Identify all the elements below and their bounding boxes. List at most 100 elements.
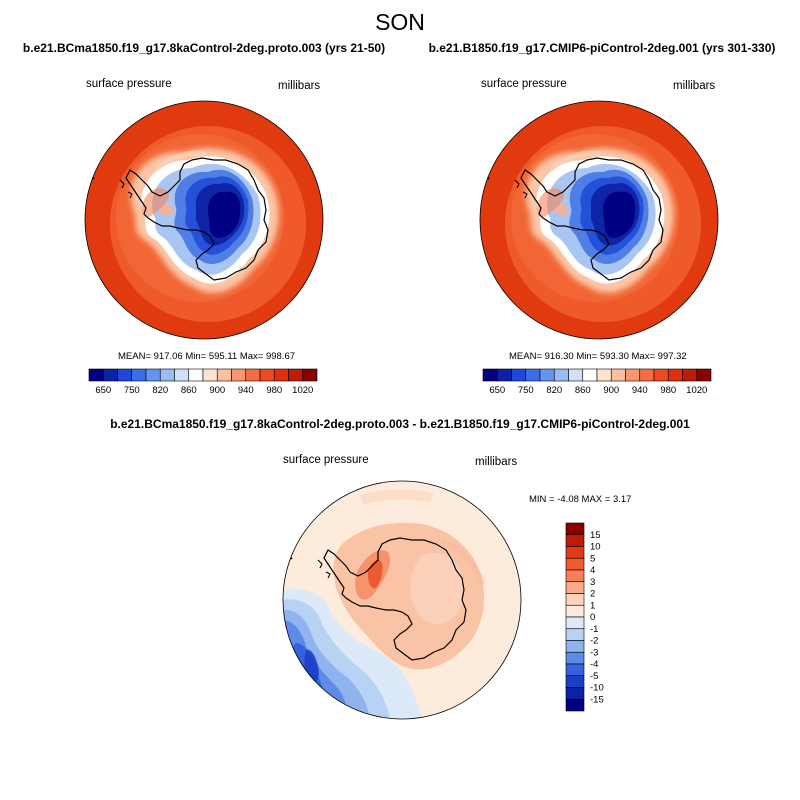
left-units-label: millibars [278, 80, 321, 92]
colorbar-tick-label: 860 [181, 385, 197, 396]
diff-map [282, 481, 521, 719]
colorbar-tick-label: 750 [124, 385, 140, 396]
right-variable-label: surface pressure [481, 78, 567, 90]
colorbar-box [117, 368, 133, 382]
colorbar-tick-label: 15 [590, 530, 601, 541]
right-panel-title: b.e21.B1850.f19_g17.CMIP6-piControl-2deg… [428, 41, 776, 55]
colorbar-box [539, 368, 555, 382]
season-title: SON [375, 9, 425, 35]
colorbar-box [565, 663, 585, 677]
colorbar-tick-label: 5 [590, 553, 595, 564]
diff-panel-title: b.e21.BCma1850.f19_g17.8kaControl-2deg.p… [110, 417, 690, 431]
colorbar-box [667, 368, 683, 382]
colorbar-box [682, 368, 698, 382]
colorbar-box [496, 368, 512, 382]
left-map-border [84, 100, 324, 340]
colorbar-box [288, 368, 304, 382]
colorbar-box [639, 368, 655, 382]
colorbar-box [145, 368, 161, 382]
colorbar-box [159, 368, 175, 382]
colorbar-tick-label: 1020 [292, 385, 313, 396]
colorbar-box [565, 593, 585, 606]
right-map-border [479, 100, 719, 340]
colorbar-box [596, 368, 612, 382]
colorbar-tick-label: 750 [518, 385, 534, 396]
colorbar-tick-label: -3 [590, 647, 598, 658]
colorbar-box [259, 368, 275, 382]
colorbar-box [553, 368, 569, 382]
colorbar-box [565, 675, 585, 688]
colorbar-box [653, 368, 669, 382]
colorbar-box [511, 368, 527, 382]
colorbar-tick-label: 980 [266, 385, 282, 396]
left-panel-title: b.e21.BCma1850.f19_g17.8kaControl-2deg.p… [22, 41, 386, 55]
diff-variable-label: surface pressure [283, 454, 369, 466]
colorbar-box [231, 368, 247, 382]
colorbar-tick-label: -1 [590, 624, 598, 635]
colorbar-tick-label: 1020 [686, 385, 707, 396]
colorbar-box [174, 368, 190, 382]
colorbar-tick-label: 940 [632, 385, 648, 396]
colorbar-box [102, 368, 118, 382]
colorbar-box [302, 368, 318, 382]
colorbar-tick-label: -15 [590, 694, 604, 705]
colorbar-box [131, 368, 147, 382]
colorbar-tick-label: 0 [590, 612, 595, 623]
colorbar-box [188, 368, 204, 382]
colorbar-box [525, 368, 541, 382]
colorbar-tick-label: 2 [590, 589, 595, 600]
colorbar-tick-label: 10 [590, 542, 601, 553]
diff-map-border [282, 480, 522, 720]
colorbar-tick-label: -5 [590, 671, 598, 682]
colorbar-box [565, 698, 585, 712]
colorbar-tick-label: 650 [95, 385, 111, 396]
colorbar-tick-label: 820 [546, 385, 562, 396]
right-map [480, 101, 718, 339]
colorbar-box [565, 534, 585, 547]
left-variable-label: surface pressure [86, 78, 172, 90]
colorbar-tick-label: -10 [590, 683, 604, 694]
colorbar-tick-label: 900 [603, 385, 619, 396]
colorbar-tick-label: 1 [590, 600, 595, 611]
colorbar-tick-label: 4 [590, 565, 595, 576]
colorbar-box [273, 368, 289, 382]
colorbar-tick-label: -2 [590, 636, 598, 647]
right-units-label: millibars [673, 80, 716, 92]
diff-stats: MIN = -4.08 MAX = 3.17 [529, 494, 632, 505]
colorbar-box [565, 557, 585, 571]
colorbar-box [625, 368, 641, 382]
colorbar-box [216, 368, 232, 382]
colorbar-box [565, 569, 585, 583]
left-stats: MEAN= 917.06 Min= 595.11 Max= 998.67 [118, 351, 296, 362]
colorbar-tick-label: 3 [590, 577, 595, 588]
colorbar-box [696, 368, 712, 382]
colorbar-box [88, 368, 104, 382]
colorbar-box [565, 640, 585, 653]
left-map [85, 101, 323, 339]
right-colorbar: 650 750 820 860 900 940 980 1020 [482, 368, 712, 396]
right-stats: MEAN= 916.30 Min= 593.30 Max= 997.32 [509, 351, 687, 362]
colorbar-tick-label: 900 [209, 385, 225, 396]
colorbar-box [568, 368, 584, 382]
colorbar-box [482, 368, 498, 382]
colorbar-tick-label: 860 [575, 385, 591, 396]
colorbar-box [565, 687, 585, 700]
colorbar-box [245, 368, 261, 382]
colorbar-box [202, 368, 218, 382]
colorbar-box [565, 628, 585, 641]
colorbar-box [582, 368, 598, 382]
colorbar-box [610, 368, 626, 382]
colorbar-box [565, 546, 585, 559]
colorbar-tick-label: -4 [590, 659, 598, 670]
colorbar-box [565, 616, 585, 630]
colorbar-box [565, 651, 585, 665]
colorbar-box [565, 522, 585, 536]
colorbar-box [565, 581, 585, 594]
colorbar-tick-label: 820 [152, 385, 168, 396]
colorbar-tick-label: 980 [660, 385, 676, 396]
colorbar-tick-label: 940 [238, 385, 254, 396]
diff-units-label: millibars [475, 456, 518, 468]
colorbar-tick-label: 650 [489, 385, 505, 396]
